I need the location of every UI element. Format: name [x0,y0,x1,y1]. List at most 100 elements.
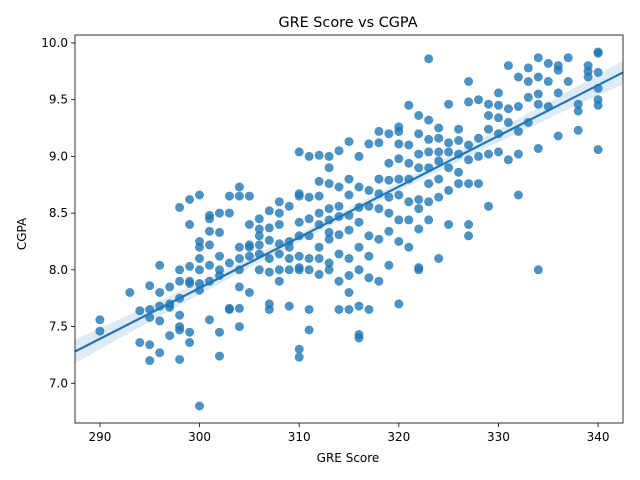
data-point [234,282,244,292]
data-point [533,144,543,153]
data-point [503,155,513,165]
data-point [294,352,304,362]
data-point [444,138,454,148]
data-point [145,281,155,291]
data-point [95,315,105,325]
data-point [553,61,563,71]
data-point [155,348,165,358]
data-point [593,47,603,57]
data-point [384,129,394,139]
data-point [533,72,543,82]
data-point [224,208,234,218]
data-point [195,190,204,200]
data-point [374,276,384,286]
data-point [414,149,424,159]
data-point [264,267,274,277]
data-point [394,154,404,164]
data-point [175,322,185,332]
data-point [394,174,404,184]
data-point [394,190,404,200]
data-point [404,242,414,252]
data-point [444,220,454,229]
y-tick-label: 10.0 [41,36,68,50]
data-point [324,163,334,173]
data-point [284,254,294,263]
data-point [553,88,563,98]
data-point [513,102,523,111]
data-point [464,220,474,229]
data-point [274,220,284,229]
data-point [334,276,344,286]
data-point [334,146,344,156]
data-point [344,225,354,235]
data-point [224,191,234,201]
data-point [394,122,404,132]
data-point [593,67,603,77]
data-point [513,126,523,136]
data-point [464,155,474,165]
data-point [364,305,374,314]
data-point [165,282,175,292]
data-point [593,145,603,155]
data-point [314,208,324,218]
y-axis-label: CGPA [15,217,29,250]
data-point [384,226,394,236]
data-point [234,182,244,192]
data-point [264,235,274,245]
data-point [454,136,464,145]
data-point [543,77,553,86]
regression-line [74,71,624,353]
data-point [185,338,195,347]
data-point [274,265,284,275]
data-point [374,138,384,148]
data-point [464,179,474,189]
data-point [364,139,374,149]
data-point [155,260,165,270]
data-point [533,99,543,109]
data-point [334,230,344,240]
data-point [583,61,593,71]
data-point [244,220,254,229]
data-point [404,197,414,207]
data-point [354,242,364,252]
data-point [354,265,364,275]
data-point [264,254,274,263]
data-point [414,129,424,139]
data-point [374,126,384,136]
data-point [304,151,314,161]
data-point [494,100,503,110]
data-point [364,251,374,261]
data-point [215,251,224,261]
data-point [503,61,513,71]
data-point [314,150,324,160]
y-tick-label: 8.5 [49,206,68,220]
data-point [384,260,394,270]
data-point [294,263,304,273]
data-point [125,288,135,297]
data-point [294,251,304,261]
x-axis-label: GRE Score [317,451,380,465]
data-point [175,310,185,320]
data-point [484,124,493,134]
data-point [523,92,533,102]
data-point [344,190,354,200]
x-tick-label: 300 [188,430,211,444]
data-point [464,77,474,86]
data-point [244,240,254,250]
data-point [494,113,503,123]
data-point [304,305,314,314]
data-point [344,288,354,297]
data-point [414,163,424,173]
data-point [135,338,145,347]
data-point [215,351,224,361]
data-point [224,303,234,313]
data-point [294,147,304,157]
data-point [404,100,414,110]
data-point [195,254,204,263]
data-point [523,63,533,73]
data-point [324,258,334,268]
data-point [464,140,474,150]
data-point [205,240,214,250]
data-point [185,276,195,286]
x-tick-label: 340 [587,430,610,444]
